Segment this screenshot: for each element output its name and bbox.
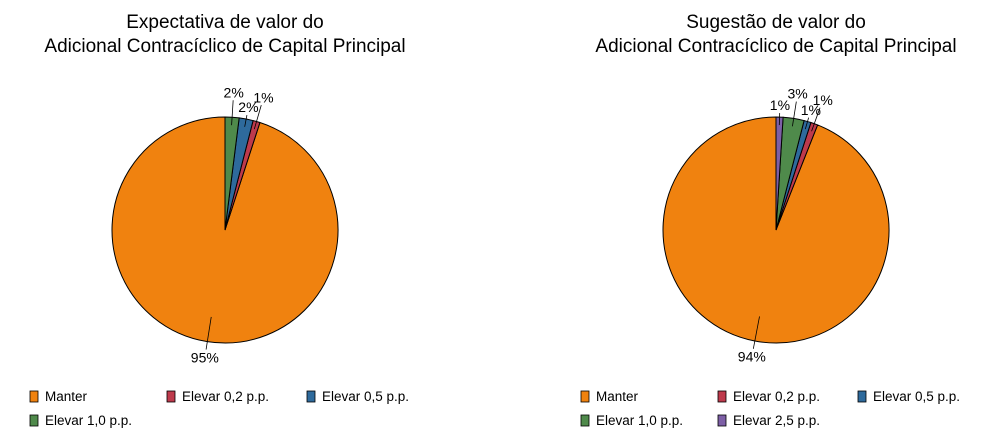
data-label: 94% bbox=[738, 349, 766, 365]
legend-swatch bbox=[858, 391, 866, 402]
legend-swatch bbox=[307, 391, 315, 402]
data-label: 2% bbox=[224, 84, 244, 100]
chart-title: Expectativa de valor do bbox=[126, 12, 324, 33]
legend-swatch bbox=[167, 391, 175, 402]
legend-label: Manter bbox=[596, 389, 639, 404]
data-label: 1% bbox=[801, 102, 821, 118]
legend-swatch bbox=[581, 391, 589, 402]
legend-label: Elevar 0,5 p.p. bbox=[322, 389, 409, 404]
legend-label: Elevar 1,0 p.p. bbox=[596, 413, 683, 428]
legend-swatch bbox=[718, 391, 726, 402]
chart-title: Adicional Contracíclico de Capital Princ… bbox=[595, 36, 956, 57]
data-label: 2% bbox=[238, 99, 258, 115]
legend-swatch bbox=[30, 415, 38, 426]
data-label: 1% bbox=[770, 97, 790, 113]
legend-swatch bbox=[718, 415, 726, 426]
legend-label: Elevar 0,2 p.p. bbox=[182, 389, 269, 404]
legend-label: Manter bbox=[45, 389, 88, 404]
legend-label: Elevar 0,5 p.p. bbox=[873, 389, 960, 404]
legend-label: Elevar 1,0 p.p. bbox=[45, 413, 132, 428]
legend-label: Elevar 0,2 p.p. bbox=[733, 389, 820, 404]
chart-title: Adicional Contracíclico de Capital Princ… bbox=[44, 36, 405, 57]
chart-title: Sugestão de valor do bbox=[686, 12, 866, 33]
legend-swatch bbox=[30, 391, 38, 402]
data-label: 95% bbox=[191, 349, 219, 365]
legend-swatch bbox=[581, 415, 589, 426]
legend-label: Elevar 2,5 p.p. bbox=[733, 413, 820, 428]
data-label: 3% bbox=[787, 86, 807, 102]
